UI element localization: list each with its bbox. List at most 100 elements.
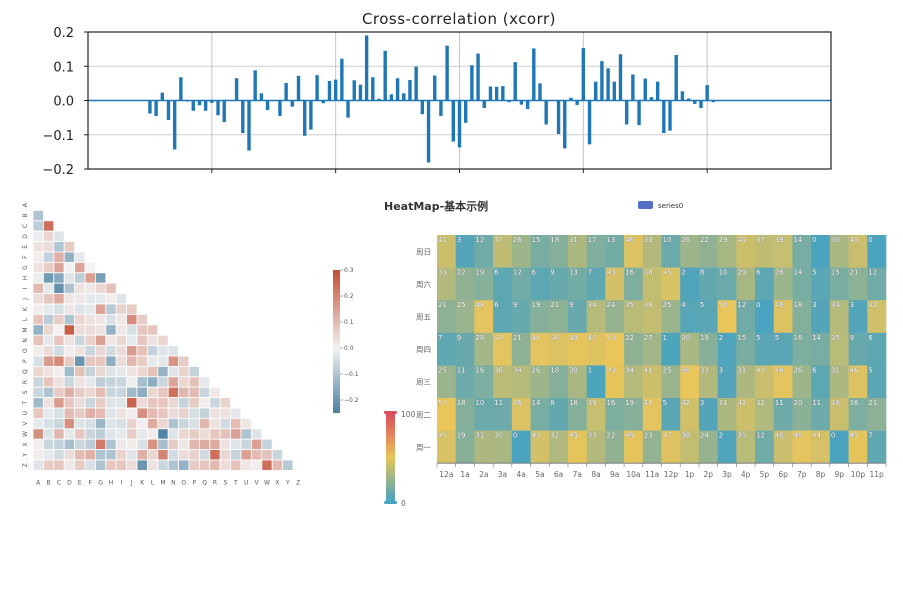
xcorr-bar: [587, 100, 592, 145]
correlation-cell: [95, 407, 107, 419]
heatmap-cell: [437, 267, 457, 301]
correlation-cell: [167, 407, 179, 419]
correlation-cell: [105, 397, 117, 409]
correlation-cell: [282, 459, 294, 471]
correlation-cell: [167, 345, 179, 357]
heatmap-cell-value: 49: [850, 432, 859, 440]
correlation-cell: [136, 365, 148, 378]
heatmap-cell: [511, 332, 531, 366]
xcorr-bar: [433, 75, 437, 101]
heatmap-cell-value: 27: [644, 334, 653, 342]
heatmap-cell: [773, 365, 793, 399]
xcorr-bar: [395, 78, 400, 101]
heatmap-cell: [680, 300, 700, 334]
correlation-cell: [63, 303, 75, 315]
correlation-cell: [84, 459, 96, 471]
correlation-cell: [157, 355, 169, 367]
correlation-cell: [105, 365, 117, 378]
xcorr-bar: [383, 50, 387, 101]
xcorr-bar: [327, 80, 332, 101]
heatmap-cell: [642, 235, 662, 268]
xcorr-bar: [210, 100, 214, 103]
heatmap-cell-value: 46: [775, 301, 784, 309]
heatmap-cell: [530, 332, 550, 366]
heatmap-cell: [792, 332, 812, 366]
correlation-cell: [43, 262, 55, 274]
heatmap-cell-value: 26: [793, 366, 802, 374]
correlation-cell: [230, 438, 242, 450]
correlation-cell: [105, 293, 117, 305]
heatmap-cell: [493, 267, 513, 301]
heatmap-cell-value: 11: [494, 399, 503, 407]
correlation-y-label: J: [22, 298, 29, 301]
correlation-cell: [115, 355, 127, 367]
heatmap-cell-value: 44: [812, 432, 821, 440]
correlation-cell: [157, 449, 169, 461]
heatmap-cell: [829, 332, 849, 366]
correlation-cell: [178, 355, 190, 367]
correlation-cell: [136, 386, 148, 398]
heatmap-cell-value: 6: [532, 269, 537, 277]
heatmap-cell-value: 36: [494, 366, 503, 374]
correlation-cell: [157, 334, 169, 346]
heatmap-x-label: 6p: [778, 470, 788, 479]
correlation-cell: [219, 428, 231, 440]
correlation-cell: [209, 428, 221, 440]
heatmap-legend[interactable]: series0: [638, 201, 683, 210]
correlation-cell: [157, 376, 169, 388]
heatmap-cell-value: 39: [588, 399, 597, 407]
correlation-cell: [115, 438, 127, 450]
correlation-cell: [43, 334, 55, 346]
heatmap-cell-value: 21: [868, 399, 877, 407]
correlation-cell: [105, 428, 117, 440]
correlation-cell: [188, 376, 200, 388]
xcorr-bar: [674, 54, 678, 101]
heatmap-cell-value: 12: [756, 432, 765, 440]
xcorr-axes: 0.2 0.1 0.0 −0.1 −0.2: [42, 26, 832, 178]
heatmap-cell: [605, 365, 625, 399]
heatmap-cell-value: 48: [475, 301, 484, 309]
heatmap-cell: [624, 430, 644, 464]
heatmap-visual-map[interactable]: 100 0: [384, 410, 416, 508]
heatmap-x-label: 12p: [664, 470, 679, 479]
correlation-cell: [95, 438, 107, 450]
correlation-cell: [209, 407, 221, 419]
heatmap-cell: [755, 235, 775, 268]
xcorr-bar: [649, 97, 654, 101]
correlation-y-label: H: [22, 276, 29, 281]
heatmap-cell-value: 21: [438, 301, 447, 309]
correlation-cell: [136, 376, 148, 388]
xcorr-bar: [668, 100, 672, 131]
heatmap-cell-value: 2: [719, 432, 723, 440]
heatmap-cell-value: 11: [812, 399, 821, 407]
correlation-cell: [209, 459, 221, 471]
heatmap-cell: [792, 398, 812, 431]
xcorr-bar: [439, 100, 443, 116]
correlation-cell: [126, 303, 138, 315]
correlation-y-label: P: [22, 359, 29, 363]
heatmap-cell-value: 26: [513, 236, 522, 244]
xcorr-bar: [655, 81, 660, 101]
heatmap-cell: [848, 430, 868, 464]
heatmap-x-label: 12a: [439, 470, 453, 479]
heatmap-cell: [829, 267, 849, 301]
correlation-cell: [95, 272, 107, 284]
correlation-y-label: Z: [22, 463, 29, 467]
correlation-cell: [63, 334, 75, 346]
heatmap-cell: [493, 332, 513, 366]
correlation-cell: [43, 272, 55, 284]
correlation-cell: [198, 397, 211, 409]
heatmap-cell-value: 26: [532, 366, 541, 374]
xcorr-chart: Cross-correlation (xcorr) 0.2 0.1 0.0 −0.1 −…: [42, 10, 832, 178]
correlation-cell: [126, 438, 138, 450]
heatmap-cell-value: 2: [681, 269, 685, 277]
correlation-cell: [219, 417, 231, 430]
heatmap-cell: [474, 267, 494, 301]
xcorr-bar: [699, 100, 703, 109]
correlation-cell: [157, 428, 169, 440]
heatmap-x-label: 3a: [498, 470, 507, 479]
correlation-cell: [167, 365, 179, 378]
correlation-cell: [115, 334, 127, 346]
correlation-cell: [167, 459, 179, 471]
heatmap-cell: [586, 300, 606, 334]
